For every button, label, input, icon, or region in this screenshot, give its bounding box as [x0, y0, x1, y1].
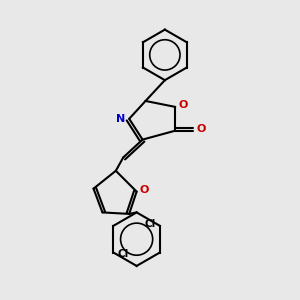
Text: O: O — [140, 185, 149, 195]
Text: Cl: Cl — [118, 249, 129, 259]
Text: O: O — [178, 100, 188, 110]
Text: O: O — [196, 124, 206, 134]
Text: N: N — [116, 114, 126, 124]
Text: Cl: Cl — [144, 219, 155, 229]
